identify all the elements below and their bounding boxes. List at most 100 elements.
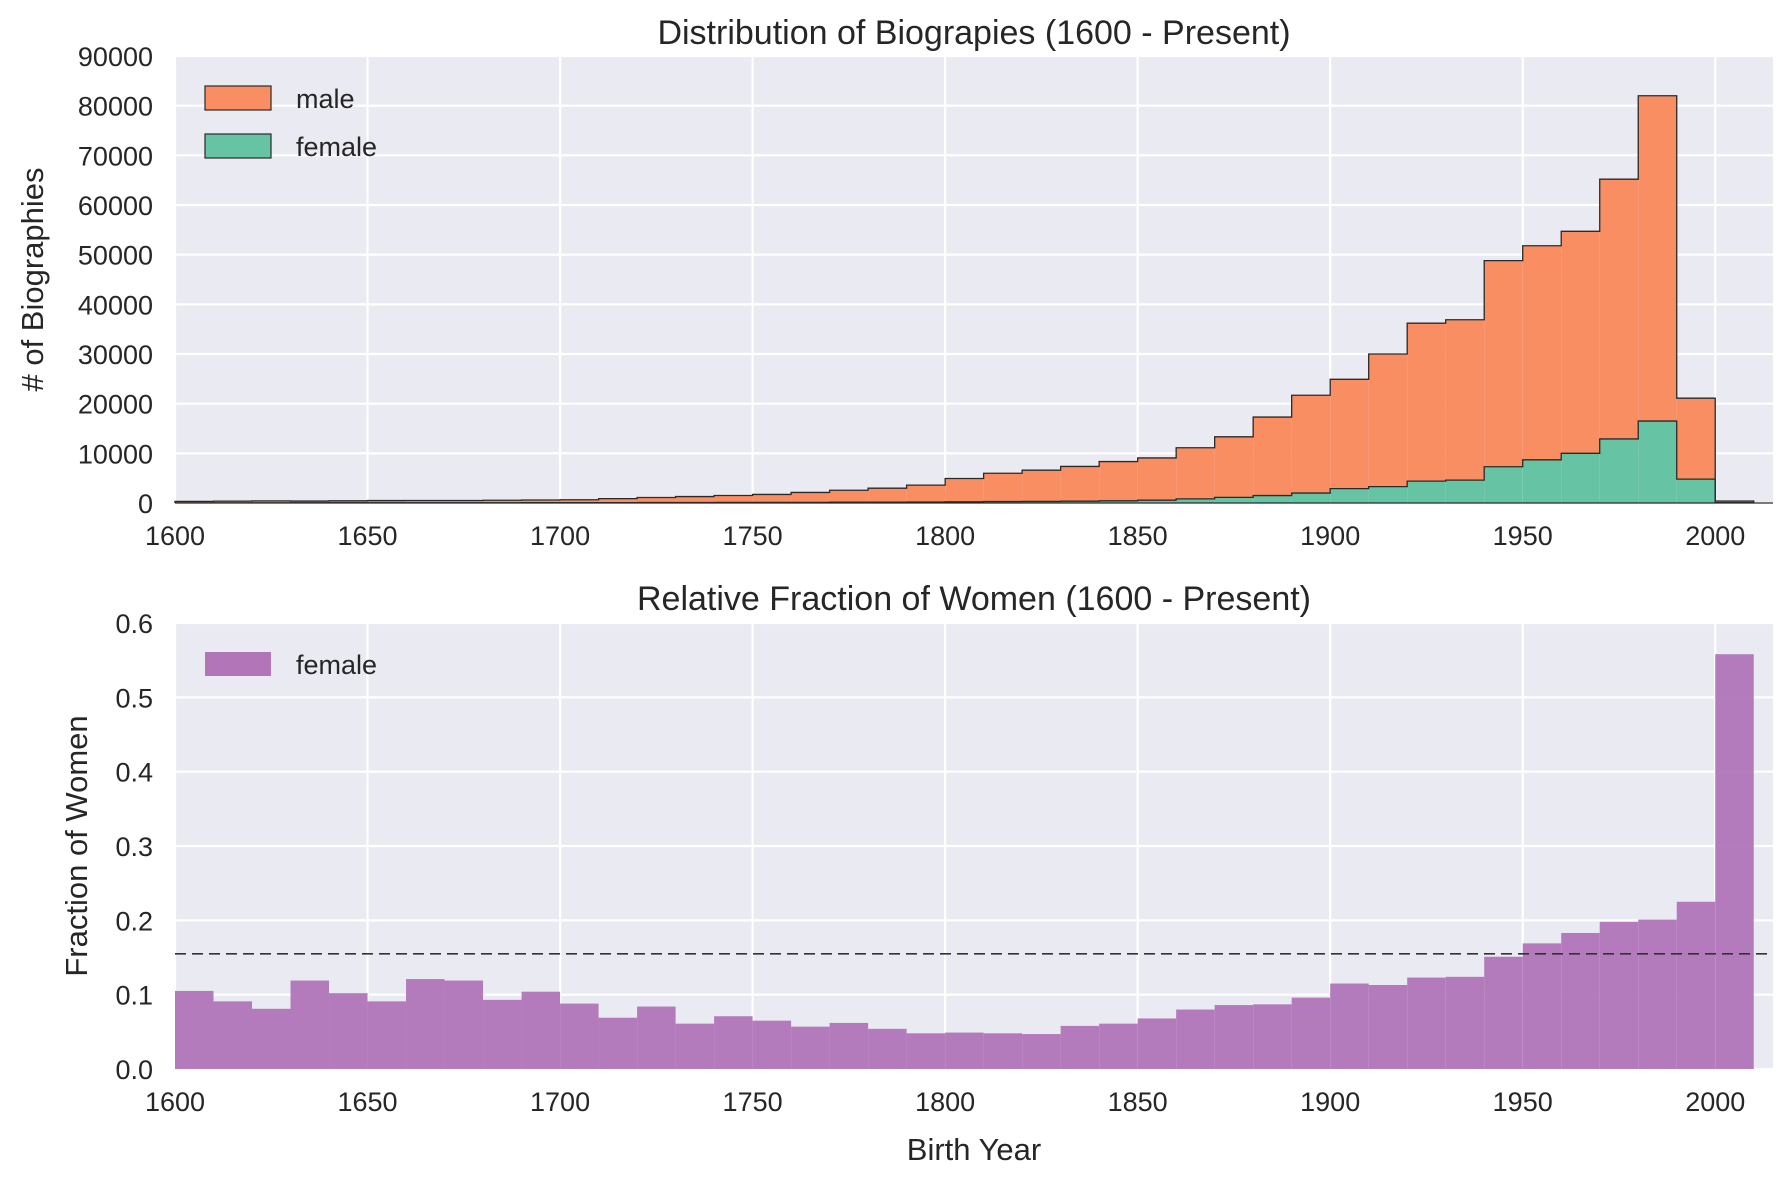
male-bar [983,473,1023,502]
fraction-bar [1676,901,1716,1069]
x-tick-label: 1600 [145,1087,205,1117]
y-tick-label: 80000 [78,92,153,122]
male-bar [1022,470,1061,502]
female-bar [1676,479,1716,503]
y-tick-label: 70000 [78,141,153,171]
x-tick-label: 2000 [1685,1087,1745,1117]
male-bar [829,490,869,503]
fraction-bar [945,1032,984,1069]
fraction-bar [367,1001,407,1069]
y-tick-label: 0 [138,489,153,519]
distribution-title: Distribution of Biograpies (1600 - Prese… [657,14,1290,52]
fraction-bar [752,1020,792,1069]
total-step-outline [174,95,1755,503]
fraction-bar [1599,921,1639,1069]
x-tick-label: 1750 [723,521,783,551]
female-bar [1638,421,1677,503]
male-bar [791,492,830,503]
fraction-bar [1253,1004,1292,1069]
male-bar [367,500,407,503]
male-bar [1407,323,1446,482]
female-bar [1561,453,1600,503]
male-bar [1715,501,1754,503]
x-tick-label: 2000 [1685,521,1745,551]
male-bar [1330,379,1369,489]
female-bar [1522,459,1562,503]
fraction-bar [1484,956,1523,1069]
male-bar [483,500,522,503]
male-bar [1253,417,1292,496]
x-tick-label: 1650 [337,1087,397,1117]
y-tick-label: 30000 [78,340,153,370]
x-tick-label: 1850 [1108,521,1168,551]
female-bar [1060,501,1100,503]
x-tick-label: 1900 [1300,521,1360,551]
male-bar [1522,245,1562,460]
fraction-bar [1176,1009,1215,1069]
female-bar [1099,500,1138,503]
female-bar [983,501,1023,503]
male-bar [1368,354,1408,487]
fraction-bar [1137,1018,1177,1069]
y-tick-label: 0.0 [115,1055,153,1085]
distribution-x-ticks: 1600 1650 1700 1750 1800 1850 1900 1950 2000 [145,521,1745,551]
fraction-bar [1214,1005,1254,1069]
fraction-y-ticks: 0.0 0.1 0.2 0.3 0.4 0.5 0.6 [115,609,153,1085]
fraction-bar [1330,983,1369,1069]
male-bar [1445,319,1485,481]
y-tick-label: 0.1 [115,981,153,1011]
fraction-chart: 1600 1650 1700 1750 1800 1850 1900 1950 2000 0.0… [59,580,1773,1167]
legend-label-female: female [296,132,377,162]
male-bar [1599,179,1639,439]
fraction-bar [906,1033,946,1069]
male-bar [1291,395,1331,494]
fraction-bar [1291,997,1331,1069]
female-bar [1368,486,1408,503]
x-tick-label: 1700 [530,1087,590,1117]
fraction-bar [483,999,522,1069]
male-bar [444,500,484,503]
male-bar [868,488,907,503]
female-bar [1599,438,1639,503]
y-tick-label: 0.5 [115,683,153,713]
fraction-bar [1522,943,1562,1069]
fraction-bar [521,991,561,1069]
male-bar [1484,260,1523,467]
fraction-x-ticks: 1600 1650 1700 1750 1800 1850 1900 1950 2000 [145,1087,1745,1117]
male-bar [1176,447,1215,499]
fraction-bar [1561,932,1600,1069]
female-bar [1253,495,1292,503]
fraction-bar [1407,977,1446,1069]
fraction-bar [983,1033,1023,1069]
male-bar [598,498,638,503]
fraction-y-axis-label: Fraction of Women [59,715,94,976]
male-bar [906,485,946,503]
x-tick-label: 1800 [915,521,975,551]
fraction-bar [560,1003,599,1069]
x-tick-label: 1650 [337,521,397,551]
fraction-x-axis-label: Birth Year [907,1132,1041,1167]
x-tick-label: 1750 [723,1087,783,1117]
fraction-bar [714,1016,753,1069]
fraction-bar [1022,1034,1061,1069]
female-bar [1176,498,1215,503]
male-bar [714,495,753,503]
y-tick-label: 0.2 [115,906,153,936]
male-bar [290,501,330,503]
fraction-bar [868,1028,907,1069]
male-bar [175,501,214,503]
male-bar [637,497,676,503]
fraction-bar [213,1001,253,1069]
male-bar [213,501,253,503]
fraction-bars [175,654,1754,1069]
fraction-bar [1060,1025,1100,1069]
y-tick-label: 20000 [78,390,153,420]
fraction-bar [444,980,484,1069]
fraction-bar [252,1008,291,1069]
female-bar [1407,481,1446,503]
fraction-bar [675,1023,715,1069]
fraction-bar [637,1006,676,1069]
male-bar [252,500,291,503]
legend-swatch-female-fraction [205,652,271,676]
